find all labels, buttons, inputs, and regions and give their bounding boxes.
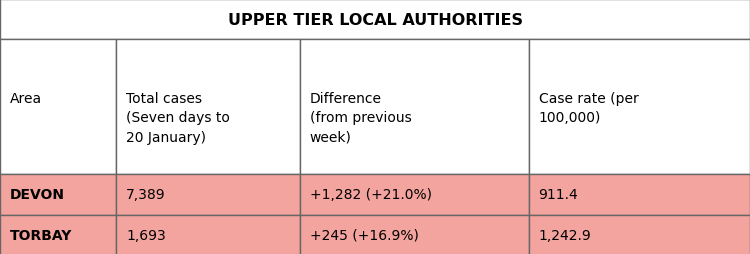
Bar [0,215,116,254]
Text: TORBAY: TORBAY [10,228,72,242]
Bar [529,40,750,175]
Text: Area: Area [10,91,42,105]
Bar [300,40,529,175]
Bar [0,0,750,40]
Bar [0,175,116,215]
Bar [116,215,300,254]
Bar [529,215,750,254]
Bar [300,175,529,215]
Text: 7,389: 7,389 [126,188,166,202]
Text: 1,242.9: 1,242.9 [538,228,591,242]
Bar [116,40,300,175]
Text: +1,282 (+21.0%): +1,282 (+21.0%) [310,188,432,202]
Text: UPPER TIER LOCAL AUTHORITIES: UPPER TIER LOCAL AUTHORITIES [227,13,523,27]
Bar [529,175,750,215]
Text: DEVON: DEVON [10,188,64,202]
Bar [300,215,529,254]
Bar [116,175,300,215]
Bar [0,40,116,175]
Text: Case rate (per
100,000): Case rate (per 100,000) [538,91,638,125]
Text: 911.4: 911.4 [538,188,578,202]
Text: Total cases
(Seven days to
20 January): Total cases (Seven days to 20 January) [126,91,230,144]
Text: 1,693: 1,693 [126,228,166,242]
Text: +245 (+16.9%): +245 (+16.9%) [310,228,419,242]
Text: Difference
(from previous
week): Difference (from previous week) [310,91,412,144]
